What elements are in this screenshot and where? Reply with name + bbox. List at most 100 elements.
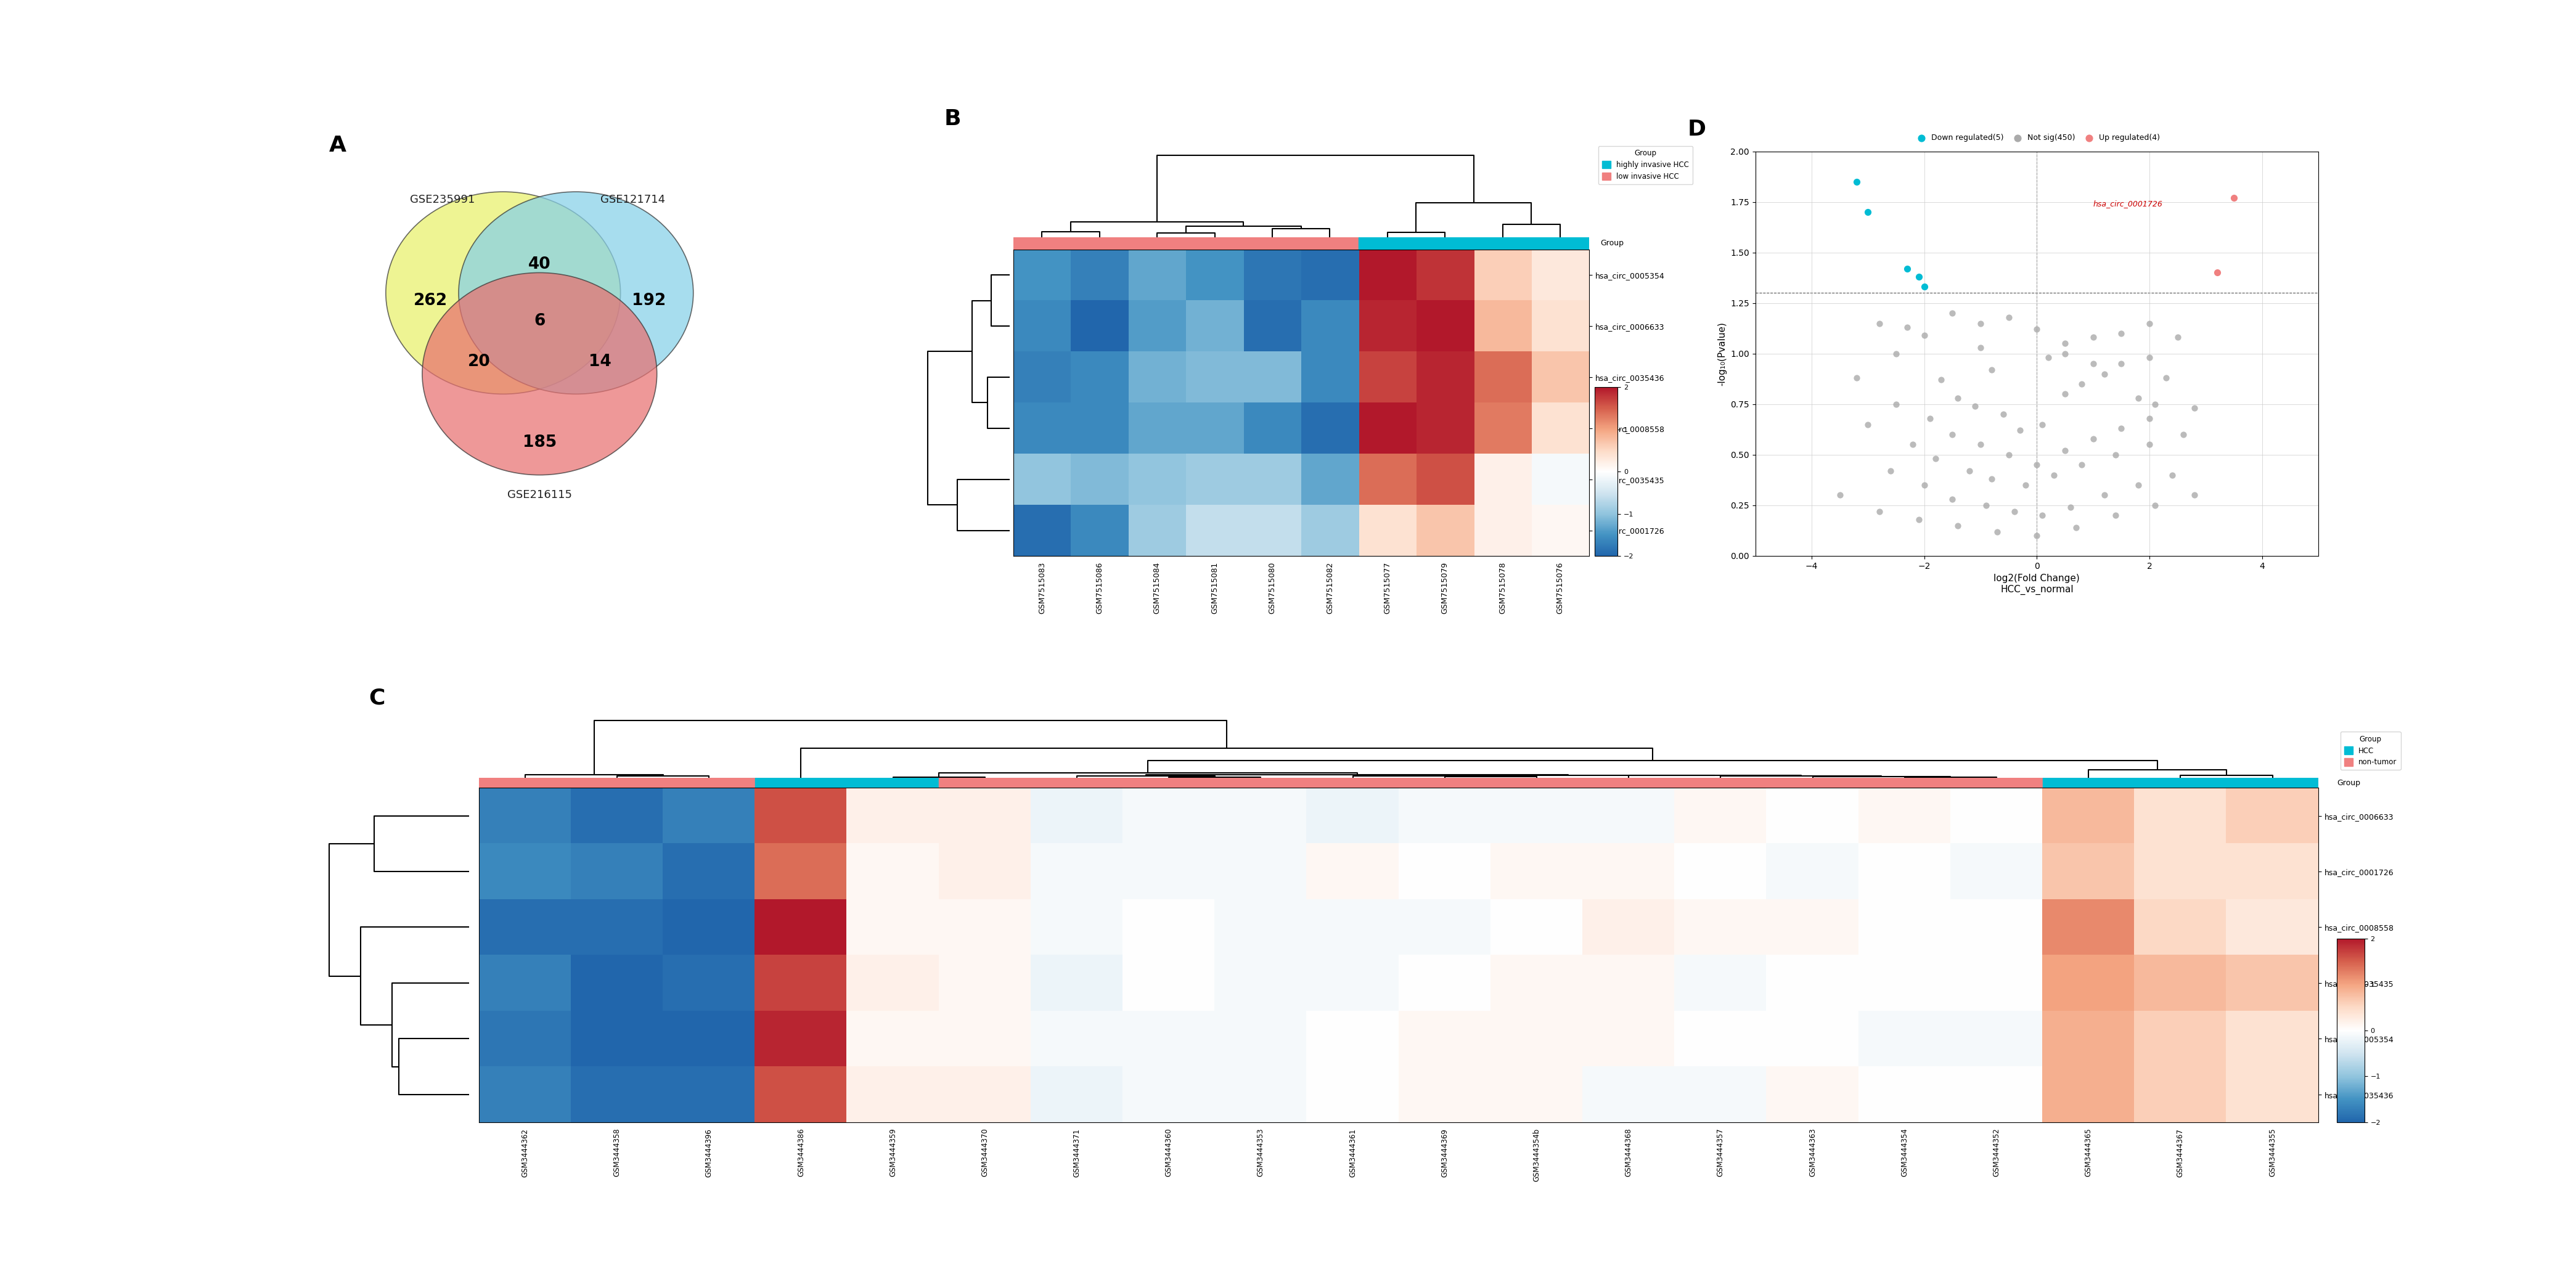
Bar	[1492, 778, 1582, 788]
Point	[2128, 409, 2169, 429]
Point	[1875, 343, 1917, 363]
Text: C: C	[368, 687, 384, 709]
Point	[1819, 485, 1860, 506]
Point	[1932, 303, 1973, 323]
Point	[2094, 445, 2136, 465]
Point	[2128, 435, 2169, 455]
Bar	[1674, 778, 1767, 788]
Text: hsa_circ_0001726: hsa_circ_0001726	[2094, 199, 2164, 208]
Point	[2074, 353, 2115, 373]
Point	[2094, 506, 2136, 526]
Bar	[1473, 237, 1530, 250]
Text: A: A	[330, 135, 345, 156]
Point	[1994, 502, 2035, 522]
Point	[1909, 409, 1950, 429]
Point	[2084, 363, 2125, 383]
Point	[1960, 435, 2002, 455]
Point	[1922, 369, 1963, 390]
Bar	[1358, 237, 1417, 250]
Point	[2061, 373, 2102, 393]
Point	[1937, 388, 1978, 409]
Point	[1860, 502, 1901, 522]
Bar	[2226, 778, 2318, 788]
Point	[2099, 353, 2141, 373]
Text: Group: Group	[1600, 240, 1623, 247]
Bar	[572, 778, 662, 788]
Point	[1976, 522, 2017, 542]
Text: 40: 40	[528, 256, 551, 272]
Point	[2128, 348, 2169, 368]
Text: D: D	[1687, 119, 1705, 140]
Text: B: B	[943, 108, 961, 130]
Point	[2156, 328, 2197, 348]
Text: GSE121714: GSE121714	[600, 194, 665, 206]
Legend: Down regulated(5), Not sig(450), Up regulated(4): Down regulated(5), Not sig(450), Up regu…	[1911, 131, 2164, 145]
Point	[1971, 359, 2012, 380]
Text: 262: 262	[412, 293, 448, 309]
Point	[2045, 440, 2087, 460]
Bar	[2136, 778, 2226, 788]
Point	[1899, 266, 1940, 286]
Point	[2213, 188, 2254, 208]
Point	[2022, 506, 2063, 526]
Ellipse shape	[422, 272, 657, 475]
Bar	[1417, 237, 1473, 250]
Point	[2032, 465, 2074, 485]
Point	[1837, 171, 1878, 192]
Point	[1955, 396, 1996, 416]
Point	[1914, 449, 1955, 469]
Point	[2017, 319, 2058, 339]
X-axis label: log2(Fold Change)
HCC_vs_normal: log2(Fold Change) HCC_vs_normal	[1994, 574, 2079, 595]
Point	[1837, 368, 1878, 388]
Text: 192: 192	[631, 293, 665, 309]
Point	[2017, 455, 2058, 475]
Point	[2136, 496, 2177, 516]
Y-axis label: -log₁₀(Pvalue): -log₁₀(Pvalue)	[1718, 322, 1726, 386]
Point	[1875, 395, 1917, 415]
Point	[2174, 485, 2215, 506]
Point	[2061, 455, 2102, 475]
Point	[1904, 276, 1945, 296]
Point	[2056, 517, 2097, 537]
Bar	[1301, 237, 1358, 250]
Point	[2164, 425, 2205, 445]
Point	[1984, 405, 2025, 425]
Point	[1989, 445, 2030, 465]
Point	[1886, 318, 1927, 338]
Bar	[1244, 237, 1301, 250]
Point	[2117, 475, 2159, 496]
Bar	[2043, 778, 2136, 788]
Bar	[479, 778, 572, 788]
Point	[2084, 485, 2125, 506]
Point	[2099, 419, 2141, 439]
Point	[1904, 475, 1945, 496]
Text: 185: 185	[523, 435, 556, 450]
Point	[2022, 415, 2063, 435]
Bar	[1306, 778, 1399, 788]
Bar	[938, 778, 1030, 788]
Point	[2117, 388, 2159, 409]
Bar	[1582, 778, 1674, 788]
Point	[1899, 509, 1940, 530]
Point	[1932, 489, 1973, 509]
Bar	[1072, 237, 1128, 250]
Point	[2151, 465, 2192, 485]
Text: GSE235991: GSE235991	[410, 194, 474, 206]
Legend: highly invasive HCC, low invasive HCC: highly invasive HCC, low invasive HCC	[1597, 146, 1692, 184]
Bar	[1857, 778, 1950, 788]
Ellipse shape	[386, 192, 621, 393]
Legend: HCC, non-tumor: HCC, non-tumor	[2342, 731, 2401, 770]
Bar	[1185, 237, 1244, 250]
Bar	[1530, 237, 1589, 250]
Point	[2027, 348, 2069, 368]
Text: Group: Group	[2336, 779, 2360, 787]
Point	[1937, 516, 1978, 536]
Ellipse shape	[459, 192, 693, 393]
Point	[2045, 343, 2087, 363]
Point	[2128, 313, 2169, 333]
Point	[2050, 497, 2092, 517]
Point	[2017, 526, 2058, 546]
Point	[2045, 383, 2087, 404]
Point	[2099, 323, 2141, 343]
Text: 20: 20	[466, 353, 489, 369]
